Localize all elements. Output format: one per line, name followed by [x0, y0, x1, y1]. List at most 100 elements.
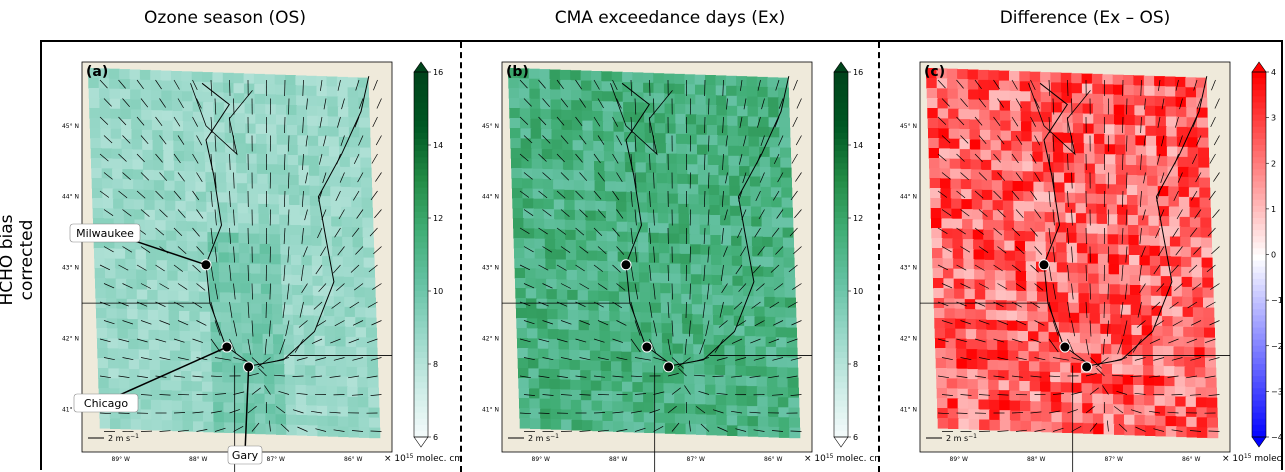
- field-cell: [1133, 75, 1144, 86]
- field-cell: [621, 342, 632, 353]
- field-cell: [1178, 157, 1189, 168]
- field-cell: [646, 163, 657, 174]
- field-cell: [244, 84, 255, 95]
- field-cell: [946, 348, 957, 359]
- field-cell: [241, 303, 252, 314]
- field-cell: [1090, 314, 1101, 325]
- field-cell: [677, 174, 688, 185]
- field-cell: [686, 424, 697, 435]
- field-cell: [1056, 242, 1067, 253]
- field-cell: [718, 165, 729, 176]
- field-cell: [172, 421, 183, 432]
- field-cell: [241, 313, 252, 324]
- field-cell: [1005, 261, 1016, 272]
- field-cell: [778, 407, 789, 418]
- field-cell: [642, 362, 653, 373]
- field-cell: [758, 107, 769, 118]
- field-cell: [262, 314, 273, 325]
- field-cell: [1115, 155, 1126, 166]
- wind-arrow: [1090, 284, 1091, 300]
- colorbar-tick-label: 6: [433, 433, 438, 442]
- field-cell: [958, 409, 969, 420]
- field-cell: [314, 336, 325, 347]
- field-cell: [1132, 355, 1143, 366]
- field-cell: [941, 198, 952, 209]
- wind-arrow: [1068, 80, 1069, 96]
- field-cell: [664, 84, 675, 95]
- field-cell: [552, 140, 563, 151]
- field-cell: [1175, 377, 1186, 388]
- field-cell: [727, 116, 738, 127]
- field-cell: [1152, 336, 1163, 347]
- field-cell: [990, 130, 1001, 141]
- field-cell: [161, 81, 172, 92]
- field-cell: [991, 160, 1002, 171]
- field-cell: [1125, 145, 1136, 156]
- field-cell: [638, 242, 649, 253]
- field-cell: [260, 264, 271, 275]
- field-cell: [284, 355, 295, 366]
- field-cell: [272, 314, 283, 325]
- field-cell: [1038, 312, 1049, 323]
- field-cell: [369, 428, 380, 439]
- field-cell: [755, 327, 766, 338]
- field-cell: [1164, 356, 1175, 367]
- field-cell: [621, 362, 632, 373]
- field-cell: [624, 142, 635, 153]
- field-cell: [1183, 327, 1194, 338]
- field-cell: [1008, 341, 1019, 352]
- field-cell: [246, 134, 257, 145]
- field-cell: [536, 279, 547, 290]
- field-cell: [364, 258, 375, 269]
- field-cell: [107, 338, 118, 349]
- field-cell: [764, 287, 775, 298]
- field-cell: [953, 249, 964, 260]
- field-cell: [192, 391, 203, 402]
- field-cell: [105, 268, 116, 279]
- field-cell: [737, 406, 748, 417]
- field-cell: [556, 270, 567, 281]
- field-cell: [611, 361, 622, 372]
- field-cell: [657, 173, 668, 184]
- field-cell: [1175, 397, 1186, 408]
- field-cell: [1123, 395, 1134, 406]
- field-cell: [356, 347, 367, 358]
- field-cell: [728, 136, 739, 147]
- field-cell: [613, 122, 624, 133]
- field-cell: [152, 120, 163, 131]
- field-cell: [185, 181, 196, 192]
- field-cell: [558, 330, 569, 341]
- field-cell: [127, 299, 138, 310]
- field-cell: [106, 298, 117, 309]
- field-cell: [136, 250, 147, 261]
- field-cell: [116, 299, 127, 310]
- field-cell: [546, 289, 557, 300]
- field-cell: [152, 420, 163, 431]
- field-cell: [307, 116, 318, 127]
- field-cell: [141, 420, 152, 431]
- field-cell: [1091, 344, 1102, 355]
- field-cell: [616, 192, 627, 203]
- field-cell: [172, 101, 183, 112]
- field-cell: [947, 378, 958, 389]
- field-cell: [972, 210, 983, 221]
- field-cell: [941, 218, 952, 229]
- field-cell: [604, 141, 615, 152]
- field-cell: [281, 265, 292, 276]
- field-cell: [1207, 428, 1218, 439]
- field-cell: [719, 195, 730, 206]
- field-cell: [118, 359, 129, 370]
- field-cell: [240, 263, 251, 274]
- field-cell: [113, 199, 124, 210]
- field-cell: [990, 420, 1001, 431]
- field-cell: [724, 345, 735, 356]
- field-cell: [292, 285, 303, 296]
- field-cell: [692, 304, 703, 315]
- field-cell: [1129, 265, 1140, 276]
- field-cell: [958, 89, 969, 100]
- field-cell: [607, 251, 618, 262]
- field-cell: [947, 398, 958, 409]
- field-cell: [999, 81, 1010, 92]
- field-cell: [353, 257, 364, 268]
- wind-arrow: [289, 99, 290, 115]
